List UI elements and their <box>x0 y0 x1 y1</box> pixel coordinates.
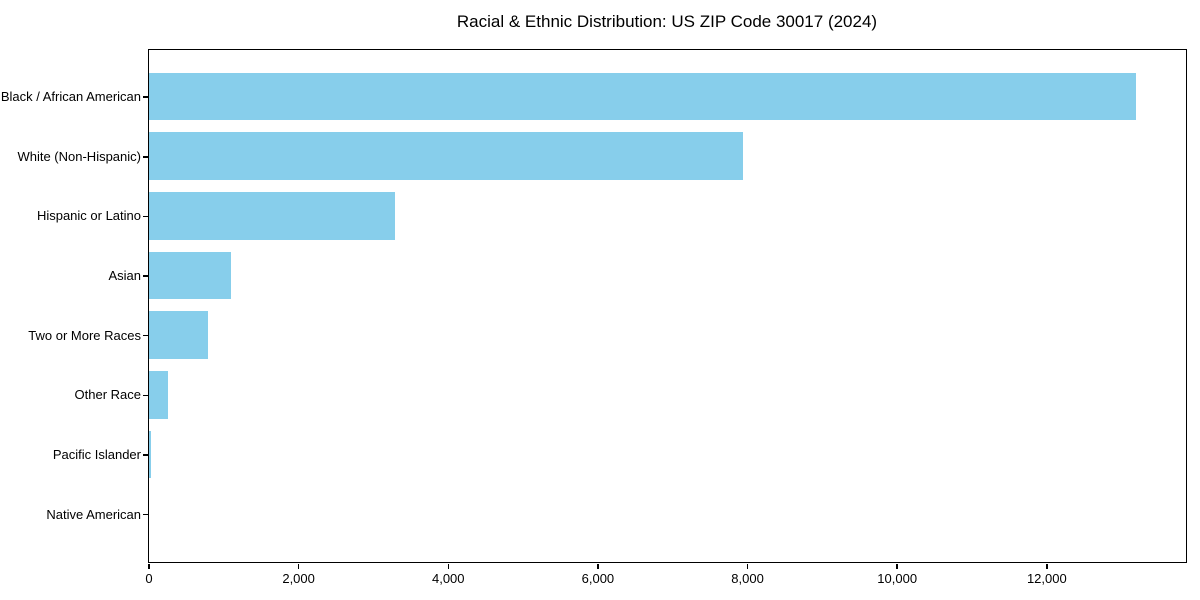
y-axis-tick <box>142 275 148 277</box>
bar <box>148 430 152 479</box>
x-axis-tick <box>148 563 150 569</box>
bar <box>148 132 743 181</box>
bar <box>148 371 168 419</box>
x-axis-tick-label: 0 <box>145 571 153 586</box>
y-axis-tick <box>142 394 148 397</box>
y-axis-tick <box>142 215 148 218</box>
x-axis-tick-label: 6,000 <box>581 571 615 586</box>
x-axis-tick <box>597 563 599 569</box>
y-axis-label: Pacific Islander <box>52 447 141 463</box>
x-axis-tick-label: 12,000 <box>1026 571 1067 586</box>
x-axis-tick <box>297 563 300 569</box>
y-axis-label: Native American <box>46 506 141 522</box>
bar <box>148 311 208 360</box>
y-axis-label: Two or More Races <box>28 327 141 343</box>
x-axis-tick-label: 10,000 <box>877 571 918 586</box>
x-axis-tick <box>896 563 898 569</box>
x-axis-tick <box>447 563 450 569</box>
y-axis-tick <box>142 334 148 337</box>
y-axis-label: Asian <box>108 268 141 284</box>
x-axis-tick-label: 8,000 <box>731 571 764 586</box>
plot-area <box>147 48 1187 563</box>
y-axis-label: Black / African American <box>0 89 141 105</box>
y-axis-tick <box>142 96 148 98</box>
x-axis-tick-label: 4,000 <box>431 571 465 586</box>
y-axis-tick <box>142 156 148 158</box>
x-axis-tick <box>1046 563 1048 569</box>
x-axis-tick <box>746 563 749 569</box>
bar <box>148 192 395 240</box>
y-axis-tick <box>142 513 148 516</box>
y-axis-label: White (Non-Hispanic) <box>17 148 141 164</box>
bar <box>148 72 1137 121</box>
y-axis-tick <box>142 454 148 456</box>
x-axis-tick-label: 2,000 <box>282 571 315 586</box>
y-axis-label: Other Race <box>74 387 141 403</box>
chart-title: Racial & Ethnic Distribution: US ZIP Cod… <box>456 12 878 31</box>
bar <box>148 251 231 300</box>
y-axis-label: Hispanic or Latino <box>36 208 141 224</box>
